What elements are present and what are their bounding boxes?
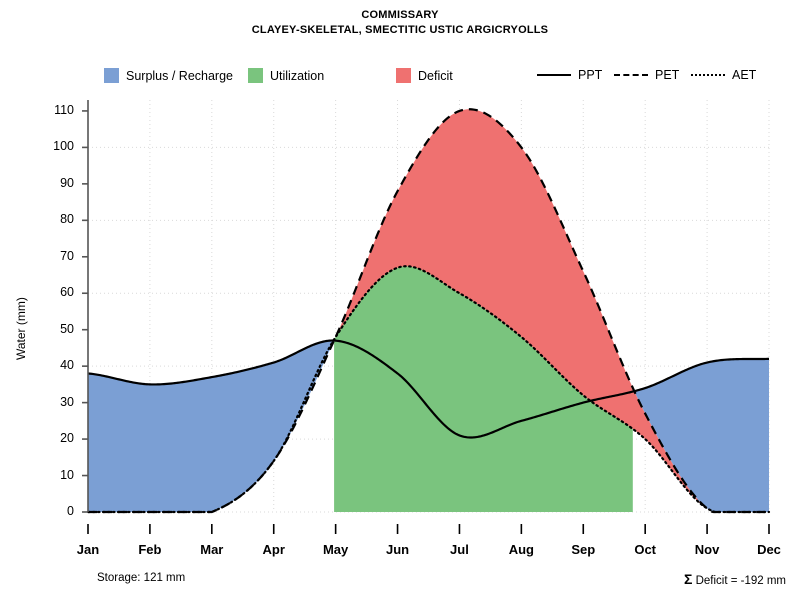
band-surplus-recharge: [88, 340, 769, 512]
y-tick-label-100: 100: [53, 139, 74, 154]
x-tick-label-may: May: [322, 542, 349, 557]
y-tick-label-80: 80: [60, 212, 74, 227]
band-utilization: [334, 266, 633, 512]
legend-label-utilization: Utilization: [270, 68, 325, 83]
legend-label-ppt: PPT: [578, 68, 603, 82]
legend-swatch-utilization: [248, 68, 263, 83]
legend-label-pet: PET: [655, 68, 680, 82]
legend-item-surplus: Surplus / Recharge: [104, 68, 233, 83]
x-tick-label-jan: Jan: [76, 542, 100, 557]
deficit-annotation: Σ Deficit = -192 mm: [684, 571, 786, 587]
legend-swatch-surplus: [104, 68, 119, 83]
x-tick-label-apr: Apr: [262, 542, 285, 557]
legend-swatch-deficit: [396, 68, 411, 83]
x-tick-label-dec: Dec: [757, 542, 781, 557]
legend-label-deficit: Deficit: [418, 68, 453, 83]
x-tick-label-sep: Sep: [571, 542, 596, 557]
legend-line-ppt: [537, 69, 571, 81]
legend-item-ppt: PPT: [537, 68, 602, 82]
y-tick-label-10: 10: [60, 467, 74, 482]
series-line-aet: [86, 265, 771, 514]
y-tick-label-20: 20: [60, 431, 74, 446]
storage-annotation: Storage: 121 mm: [97, 572, 186, 584]
legend-label-surplus: Surplus / Recharge: [126, 68, 234, 83]
y-tick-label-110: 110: [54, 102, 74, 117]
legend-item-aet: AET: [691, 68, 756, 82]
title-line-2: CLAYEY-SKELETAL, SMECTITIC USTIC ARGICRY…: [251, 24, 549, 36]
series-line-pet: [88, 108, 770, 514]
x-tick-label-mar: Mar: [200, 542, 224, 557]
x-tick-label-oct: Oct: [634, 542, 656, 557]
sigma-symbol: Σ: [683, 571, 693, 587]
y-tick-label-60: 60: [60, 285, 74, 300]
series-line-ppt: [87, 339, 770, 439]
y-tick-label-90: 90: [60, 175, 74, 190]
legend-line-aet: [691, 69, 725, 81]
legend-item-pet: PET: [614, 68, 679, 82]
x-tick-label-nov: Nov: [694, 542, 720, 557]
chart-title: COMMISSARY CLAYEY-SKELETAL, SMECTITIC US…: [0, 8, 800, 38]
legend-label-aet: AET: [732, 68, 757, 82]
x-tick-label-jul: Jul: [450, 542, 469, 557]
y-tick-label-30: 30: [60, 394, 74, 409]
legend-item-deficit: Deficit: [396, 68, 453, 83]
y-tick-label-50: 50: [60, 321, 74, 336]
y-tick-label-40: 40: [60, 358, 74, 373]
legend-item-utilization: Utilization: [248, 68, 324, 83]
x-tick-label-feb: Feb: [138, 542, 162, 557]
x-tick-label-jun: Jun: [385, 542, 410, 557]
chart-legend: Surplus / Recharge Utilization Deficit P…: [0, 68, 800, 88]
title-line-1: COMMISSARY: [361, 9, 439, 21]
legend-line-pet: [614, 69, 648, 81]
x-tick-label-aug: Aug: [508, 542, 534, 557]
deficit-text: Deficit = -192 mm: [695, 575, 786, 587]
y-tick-label-0: 0: [67, 504, 74, 518]
band-deficit: [337, 109, 706, 508]
y-tick-label-70: 70: [60, 248, 74, 263]
